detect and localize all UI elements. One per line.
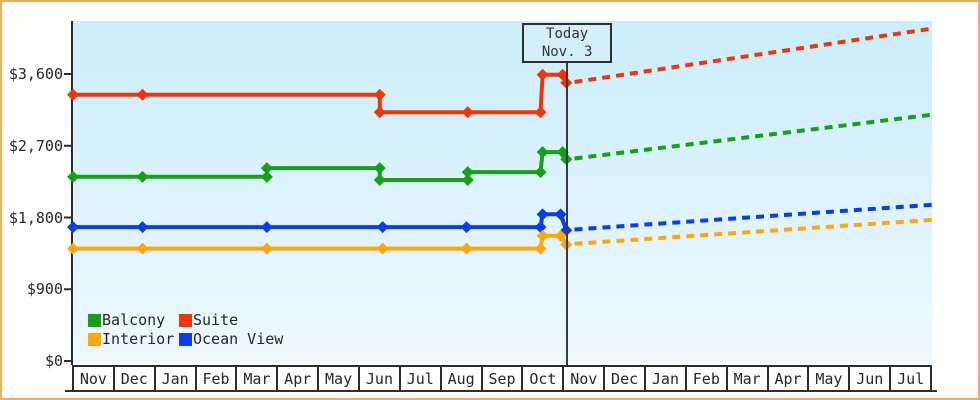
x-axis-month-label: Mar: [235, 367, 277, 390]
data-point-ocean-view: [460, 221, 473, 234]
data-point-interior: [534, 242, 547, 255]
x-axis-month-label: Jan: [153, 367, 195, 390]
y-axis-tick: [64, 216, 72, 219]
x-axis-month-label: Mar: [725, 367, 767, 390]
series-projection-suite: [574, 26, 933, 84]
x-axis-month-label: Jul: [398, 367, 440, 390]
y-axis-tick: [64, 73, 72, 76]
legend-item-balcony: Balcony: [88, 312, 179, 328]
data-point-ocean-view: [136, 221, 149, 234]
data-point-interior: [67, 242, 79, 255]
series-projection-interior: [574, 217, 933, 246]
data-point-ocean-view: [376, 221, 389, 234]
chart-legend: Balcony Suite Interior Ocean View: [88, 312, 283, 347]
x-axis-month-label: May: [317, 367, 359, 390]
data-point-balcony: [260, 162, 273, 175]
legend-item-ocean-view: Ocean View: [179, 331, 283, 347]
data-point-balcony: [260, 170, 273, 183]
data-point-balcony: [67, 170, 79, 183]
x-axis-month-label: Feb: [194, 367, 236, 390]
series-projection-balcony: [574, 112, 933, 161]
data-point-suite: [373, 88, 386, 101]
series-projection-ocean-view: [574, 202, 933, 232]
plot-background: [73, 21, 932, 363]
x-axis-baseline: [65, 390, 937, 392]
x-axis-month-label: May: [807, 367, 849, 390]
x-axis-month-row: Nov Dec Jan Feb Mar Apr May Jun Jul Aug Sep Oct Nov D…: [72, 365, 932, 390]
x-axis-month-label: Dec: [112, 367, 154, 390]
x-axis-month-label: Feb: [684, 367, 726, 390]
data-point-suite: [67, 88, 79, 101]
data-point-suite: [536, 68, 549, 81]
data-point-suite: [136, 88, 149, 101]
data-point-balcony: [136, 170, 149, 183]
data-point-balcony: [373, 174, 386, 187]
data-point-suite: [461, 106, 474, 119]
data-point-ocean-view: [536, 208, 549, 221]
data-point-suite: [373, 106, 386, 119]
data-point-balcony: [461, 166, 474, 179]
today-annotation-line2: Nov. 3: [541, 44, 593, 60]
x-axis-month-label: Jan: [644, 367, 685, 390]
x-axis-month-label: Oct: [521, 367, 563, 390]
x-axis-month-label: Dec: [603, 367, 645, 390]
data-point-balcony: [536, 146, 549, 159]
y-axis-tick: [64, 360, 72, 362]
y-axis-tick-label: $2,700: [8, 136, 63, 155]
legend-label: Suite: [193, 311, 239, 329]
data-point-balcony: [534, 166, 547, 179]
y-axis-tick-label: $1,800: [8, 208, 63, 227]
suite-color-swatch: [179, 313, 192, 327]
data-point-balcony: [461, 174, 474, 187]
data-point-interior: [376, 242, 389, 255]
data-point-balcony: [373, 162, 386, 175]
y-axis-tick-label: $3,600: [8, 65, 63, 83]
data-point-interior: [536, 229, 549, 242]
data-point-suite: [534, 106, 547, 119]
x-axis-month-label: Sep: [480, 367, 522, 390]
ocean-view-color-swatch: [179, 332, 192, 346]
x-axis-month-label: Jun: [358, 367, 399, 390]
legend-label: Balcony: [102, 311, 166, 329]
data-point-ocean-view: [67, 221, 79, 234]
x-axis-month-label: Jul: [889, 367, 931, 390]
x-axis-month-label: Nov: [562, 367, 604, 390]
data-point-interior: [136, 242, 149, 255]
legend-label: Interior: [102, 330, 175, 348]
x-axis-month-label: Nov: [72, 367, 113, 390]
x-axis-month-label: Jun: [848, 367, 890, 390]
interior-color-swatch: [88, 332, 101, 346]
legend-item-suite: Suite: [179, 312, 283, 328]
legend-label: Ocean View: [193, 330, 284, 348]
balcony-color-swatch: [88, 313, 101, 327]
data-point-interior: [460, 242, 473, 255]
today-marker-line: [566, 63, 569, 365]
data-point-interior: [554, 229, 567, 242]
data-point-ocean-view: [534, 221, 547, 234]
y-axis-tick-label: $0: [44, 352, 63, 370]
y-axis-tick: [64, 288, 72, 291]
legend-item-interior: Interior: [88, 331, 179, 347]
x-axis-month-label: Apr: [766, 367, 808, 390]
y-axis-line: [71, 21, 73, 365]
x-axis-month-label: Aug: [439, 367, 481, 390]
data-point-ocean-view: [554, 208, 567, 221]
today-annotation-line1: Today: [546, 26, 589, 42]
today-annotation: Today Nov. 3: [522, 23, 613, 63]
x-axis-month-label: Apr: [276, 367, 318, 390]
y-axis-tick-label: $900: [26, 280, 63, 299]
data-point-interior: [260, 242, 273, 255]
data-point-ocean-view: [260, 221, 273, 234]
y-axis-tick: [64, 144, 72, 147]
